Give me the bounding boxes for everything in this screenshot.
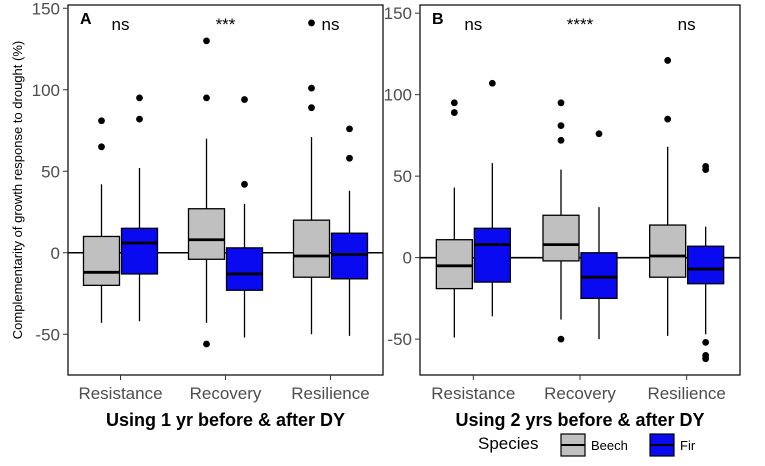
y-tick-label: 150 (32, 0, 60, 18)
outlier-point (98, 143, 105, 151)
legend-entry-fir: Fir (649, 433, 696, 457)
box-fir-resistance (473, 79, 511, 317)
outlier-point (308, 104, 315, 112)
box-body (120, 227, 159, 275)
box-fir-recovery (225, 96, 264, 338)
outlier-point (702, 339, 710, 346)
outlier-point (241, 180, 248, 188)
outlier-point (595, 130, 603, 138)
x-axis-label: Using 2 yrs before & after DY (455, 410, 704, 430)
y-tick-label: 100 (384, 86, 412, 105)
outlier-point (702, 166, 710, 174)
box-beech-resistance (435, 99, 473, 338)
box-beech-recovery (187, 37, 226, 348)
panel-frame (67, 4, 384, 376)
legend-title: Species (478, 434, 538, 453)
y-tick-label: -50 (35, 325, 60, 344)
box-fir-resilience (330, 125, 369, 336)
panel-frame (419, 4, 741, 376)
x-tick-label: Resilience (291, 384, 369, 403)
outlier-point (346, 154, 353, 162)
box-body (187, 208, 226, 260)
panel-label: B (432, 11, 444, 28)
y-axis-label: Complementarity of growth response to dr… (10, 41, 25, 339)
outlier-point (450, 109, 458, 116)
box-body (649, 224, 687, 278)
significance-label: ns (464, 15, 482, 34)
y-tick-label: 50 (393, 167, 412, 186)
box-body (82, 235, 121, 287)
outlier-point (241, 96, 248, 103)
y-tick-label: 100 (32, 81, 60, 100)
box-beech-resilience (292, 19, 331, 335)
outlier-point (346, 125, 353, 133)
box-body (435, 239, 473, 290)
outlier-point (308, 19, 315, 27)
outlier-point (308, 84, 315, 92)
x-tick-label: Resilience (647, 384, 725, 403)
outlier-point (702, 355, 710, 363)
box-fir-resilience (687, 162, 725, 363)
y-tick-label: 150 (384, 4, 412, 23)
outlier-point (557, 335, 565, 343)
box-fir-recovery (580, 130, 618, 340)
y-tick-label: 0 (403, 249, 412, 268)
box-body (473, 227, 511, 283)
y-tick-label: 50 (41, 162, 60, 181)
outlier-point (203, 37, 210, 45)
outlier-point (98, 117, 105, 125)
panel-B: -50 0 50 100 150 Resistance ns Recovery **** Resi… (384, 4, 741, 430)
box-beech-resilience (649, 57, 687, 336)
y-tick-label: 0 (51, 244, 60, 263)
significance-label: ns (322, 15, 340, 34)
x-axis-label: Using 1 yr before & after DY (106, 410, 345, 430)
legend-label: Beech (591, 438, 628, 453)
outlier-point (557, 99, 565, 107)
box-body (542, 214, 580, 262)
outlier-point (664, 115, 672, 123)
panel-label: A (80, 11, 92, 28)
x-tick-label: Resistance (78, 384, 162, 403)
y-tick-label: -50 (387, 330, 412, 349)
outlier-point (488, 79, 496, 87)
x-tick-label: Resistance (431, 384, 515, 403)
outlier-point (203, 94, 210, 102)
significance-label: ns (112, 15, 130, 34)
box-beech-recovery (542, 99, 580, 343)
legend-label: Fir (680, 438, 696, 453)
outlier-point (664, 57, 672, 64)
significance-label: *** (216, 15, 236, 34)
box-body (330, 232, 369, 280)
box-body (292, 219, 331, 278)
outlier-point (557, 136, 565, 144)
outlier-point (203, 340, 210, 348)
panel-A: -50 0 50 100 150 Resistance ns Recovery *** Resil… (32, 0, 384, 430)
outlier-point (450, 99, 458, 107)
x-tick-label: Recovery (190, 384, 262, 403)
legend-entry-beech: Beech (560, 433, 628, 457)
legend: Species Beech Fir (478, 433, 696, 457)
significance-label: ns (678, 15, 696, 34)
box-beech-resistance (82, 117, 121, 323)
box-body (580, 252, 618, 300)
box-body (687, 245, 725, 285)
box-fir-resistance (120, 94, 159, 322)
x-tick-label: Recovery (544, 384, 616, 403)
outlier-point (136, 115, 143, 123)
outlier-point (557, 122, 565, 130)
box-body (225, 247, 264, 291)
outlier-point (136, 94, 143, 102)
significance-label: **** (567, 15, 594, 34)
